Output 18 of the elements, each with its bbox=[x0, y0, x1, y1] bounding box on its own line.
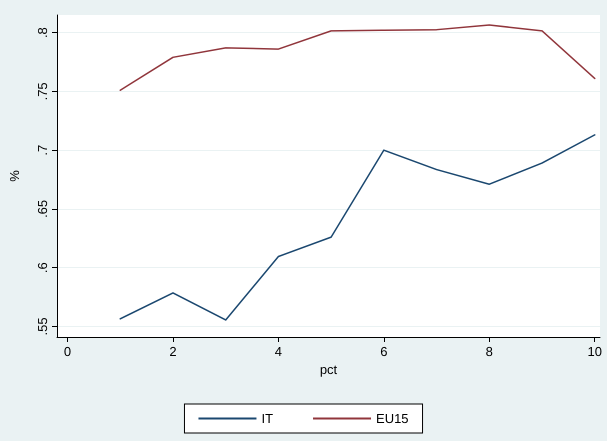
y-tick-label: .75 bbox=[35, 82, 50, 100]
line-series bbox=[120, 24, 596, 91]
line-series bbox=[120, 134, 596, 321]
x-tick-label: 8 bbox=[486, 344, 493, 359]
x-tick-label: 6 bbox=[380, 344, 388, 359]
legend-label: IT bbox=[261, 411, 274, 426]
y-tick-label: .7 bbox=[35, 144, 50, 156]
legend-label: EU15 bbox=[376, 411, 409, 426]
x-tick-label: 10 bbox=[587, 344, 602, 359]
y-tick-label: .8 bbox=[35, 27, 50, 38]
y-tick-label: .55 bbox=[35, 317, 50, 336]
x-tick-label: 2 bbox=[169, 344, 177, 359]
y-axis-title: % bbox=[7, 170, 22, 182]
x-axis-title: pct bbox=[320, 362, 338, 377]
x-tick-label: 0 bbox=[64, 344, 72, 359]
x-tick-label: 4 bbox=[274, 344, 282, 359]
y-tick-label: .6 bbox=[35, 262, 50, 274]
y-tick-label: .65 bbox=[35, 200, 50, 218]
